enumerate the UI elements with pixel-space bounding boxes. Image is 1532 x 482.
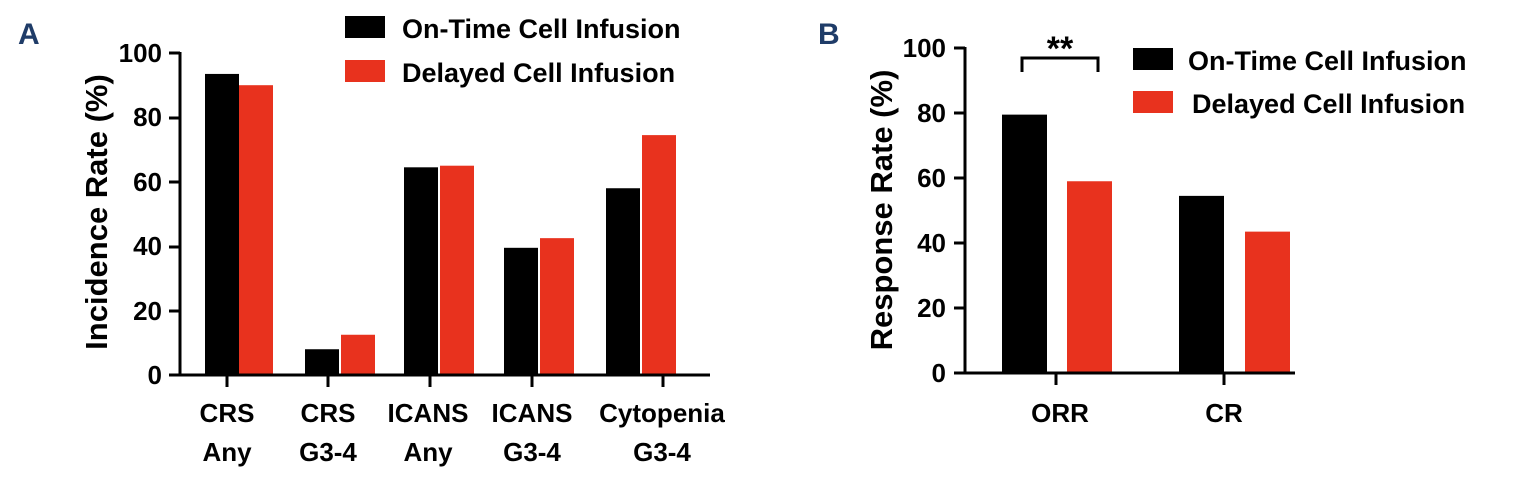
- panel-a-bar-icans-any-delayed: [440, 165, 474, 375]
- panel-a-bar-crs-any-on-time: [205, 73, 239, 376]
- panel-b-bar-orr-on-time: [1002, 114, 1047, 373]
- panel-a-cat-icans-any-line1: ICANS: [388, 398, 469, 428]
- panel-a-bar-icans-any-on-time: [404, 167, 438, 375]
- panel-b-bars: [1002, 114, 1290, 373]
- panel-a-cat-crs-any-line1: CRS: [200, 398, 255, 428]
- panel-a-legend-swatch-delayed: [345, 60, 385, 82]
- panel-a-axes: [169, 51, 710, 387]
- panel-a-legend-swatch-on-time: [345, 16, 385, 38]
- panel-a-cat-cytopenia-line1: Cytopenia: [599, 398, 725, 428]
- panel-a-bar-crs-g3-4-delayed: [341, 334, 375, 375]
- panel-a-y-tick-40: 40: [133, 231, 162, 261]
- panel-a: A Incidence Rate (%) 0 20 40 60 80 100: [18, 14, 725, 467]
- panel-b-y-tick-0: 0: [932, 358, 946, 388]
- panel-a-legend-label-delayed: Delayed Cell Infusion: [402, 58, 675, 88]
- panel-a-cat-crs-any-line2: Any: [202, 437, 252, 467]
- panel-b-y-tick-40: 40: [917, 228, 946, 258]
- panel-a-bar-icans-g3-4-delayed: [540, 238, 574, 375]
- panel-a-bar-crs-g3-4-on-time: [305, 349, 339, 375]
- panel-a-legend: On-Time Cell Infusion Delayed Cell Infus…: [345, 14, 681, 88]
- panel-a-cat-crs-g34-line2: G3-4: [299, 437, 357, 467]
- panel-a-bar-icans-g3-4-on-time: [504, 247, 538, 375]
- panel-a-legend-label-on-time: On-Time Cell Infusion: [402, 14, 681, 44]
- panel-a-bars: [205, 73, 676, 376]
- panel-a-y-tick-100: 100: [119, 38, 162, 68]
- panel-b-significance: **: [1020, 30, 1100, 72]
- panel-b-y-tick-80: 80: [917, 98, 946, 128]
- panel-a-cat-crs-g34-line1: CRS: [301, 398, 356, 428]
- panel-b-y-tick-100: 100: [903, 33, 946, 63]
- panel-b-legend-swatch-delayed: [1133, 91, 1173, 113]
- panel-a-y-ticks: 0 20 40 60 80 100: [119, 38, 162, 390]
- significance-bracket: [1020, 56, 1100, 72]
- panel-a-cat-icans-any-line2: Any: [403, 437, 453, 467]
- panel-b-y-ticks: 0 20 40 60 80 100: [903, 33, 946, 388]
- panel-a-cat-cytopenia-line2: G3-4: [633, 437, 691, 467]
- panel-b: B Response Rate (%) 0 20 40 60 80 100 OR…: [818, 18, 1467, 428]
- panel-b-axes: [954, 46, 1295, 385]
- panel-b-legend-label-delayed: Delayed Cell Infusion: [1192, 89, 1465, 119]
- panel-b-category-labels: ORR CR: [1031, 398, 1243, 428]
- panel-b-legend-label-on-time: On-Time Cell Infusion: [1188, 46, 1467, 76]
- panel-b-bar-orr-delayed: [1067, 181, 1112, 373]
- panel-a-y-tick-20: 20: [133, 296, 162, 326]
- panel-b-cat-cr: CR: [1205, 398, 1243, 428]
- panel-a-y-axis-title: Incidence Rate (%): [79, 74, 114, 350]
- panel-a-y-tick-0: 0: [148, 360, 162, 390]
- panel-a-category-labels: CRS Any CRS G3-4 ICANS Any ICANS G3-4 Cy…: [200, 398, 726, 467]
- significance-stars: **: [1047, 30, 1074, 68]
- panel-b-y-axis-title: Response Rate (%): [864, 70, 899, 351]
- panel-a-bar-cytopenia-g3-4-delayed: [642, 135, 676, 375]
- panel-b-bar-cr-on-time: [1179, 195, 1224, 373]
- panel-b-letter: B: [818, 18, 840, 51]
- panel-a-bar-crs-any-delayed: [239, 85, 273, 375]
- panel-b-y-tick-60: 60: [917, 163, 946, 193]
- panel-b-bar-cr-delayed: [1245, 231, 1290, 373]
- panel-a-letter: A: [18, 18, 40, 51]
- panel-b-legend: On-Time Cell Infusion Delayed Cell Infus…: [1133, 46, 1467, 119]
- panel-a-cat-icans-g34-line2: G3-4: [503, 437, 561, 467]
- panel-b-cat-orr: ORR: [1031, 398, 1089, 428]
- panel-a-y-tick-60: 60: [133, 167, 162, 197]
- panel-a-cat-icans-g34-line1: ICANS: [492, 398, 573, 428]
- panel-b-legend-swatch-on-time: [1133, 48, 1173, 70]
- panel-a-y-tick-80: 80: [133, 102, 162, 132]
- panel-a-bar-cytopenia-g3-4-on-time: [606, 188, 640, 375]
- panel-b-y-tick-20: 20: [917, 293, 946, 323]
